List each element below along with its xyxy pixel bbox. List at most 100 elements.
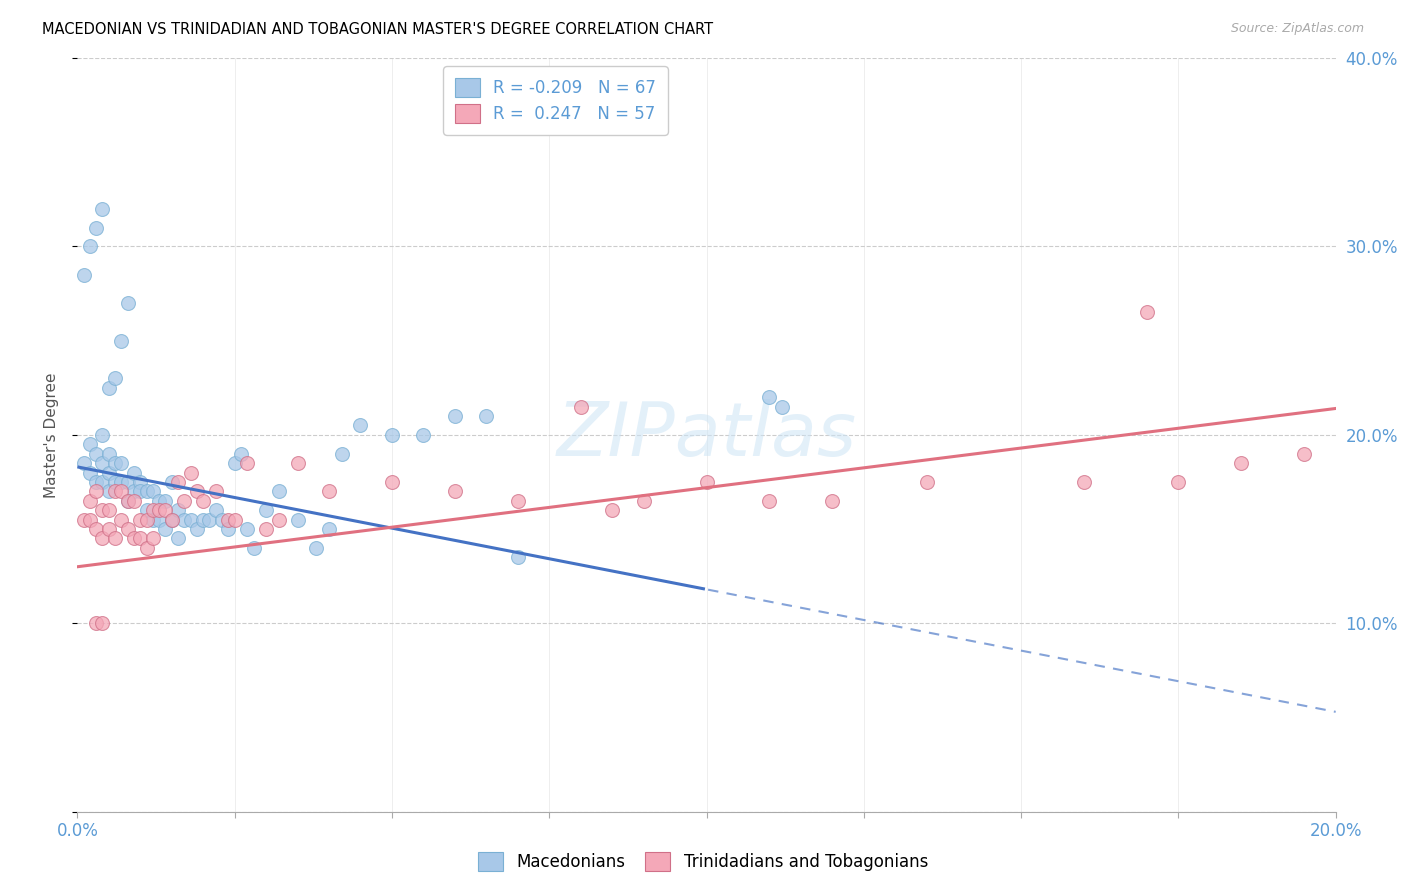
- Point: [117, 296, 139, 310]
- Point: [84, 616, 107, 631]
- Point: [129, 475, 152, 489]
- Point: [91, 503, 114, 517]
- Point: [155, 493, 177, 508]
- Point: [135, 484, 157, 499]
- Point: [186, 522, 208, 536]
- Point: [444, 409, 467, 423]
- Point: [217, 522, 239, 536]
- Point: [444, 484, 467, 499]
- Point: [211, 513, 233, 527]
- Point: [167, 503, 190, 517]
- Point: [129, 532, 152, 546]
- Point: [1167, 475, 1189, 489]
- Point: [254, 522, 277, 536]
- Point: [180, 513, 202, 527]
- Point: [696, 475, 718, 489]
- Point: [186, 484, 208, 499]
- Point: [91, 202, 114, 216]
- Point: [155, 503, 177, 517]
- Point: [758, 390, 780, 404]
- Legend: Macedonians, Trinidadians and Tobagonians: Macedonians, Trinidadians and Tobagonian…: [470, 843, 936, 880]
- Point: [349, 418, 371, 433]
- Point: [204, 503, 226, 517]
- Point: [129, 513, 152, 527]
- Point: [180, 466, 202, 480]
- Point: [506, 493, 529, 508]
- Point: [381, 428, 404, 442]
- Point: [72, 513, 94, 527]
- Point: [155, 522, 177, 536]
- Point: [110, 475, 132, 489]
- Point: [758, 493, 780, 508]
- Point: [122, 484, 145, 499]
- Point: [122, 466, 145, 480]
- Point: [224, 456, 246, 470]
- Point: [117, 475, 139, 489]
- Point: [633, 493, 655, 508]
- Point: [160, 513, 183, 527]
- Point: [173, 513, 195, 527]
- Point: [305, 541, 328, 555]
- Point: [148, 493, 170, 508]
- Point: [84, 220, 107, 235]
- Point: [84, 484, 107, 499]
- Point: [236, 456, 259, 470]
- Point: [129, 484, 152, 499]
- Point: [224, 513, 246, 527]
- Point: [821, 493, 844, 508]
- Point: [79, 239, 101, 253]
- Point: [110, 456, 132, 470]
- Point: [242, 541, 264, 555]
- Point: [117, 493, 139, 508]
- Point: [600, 503, 623, 517]
- Point: [135, 503, 157, 517]
- Point: [110, 513, 132, 527]
- Legend: R = -0.209   N = 67, R =  0.247   N = 57: R = -0.209 N = 67, R = 0.247 N = 57: [443, 66, 668, 135]
- Point: [79, 493, 101, 508]
- Point: [97, 466, 120, 480]
- Point: [72, 456, 94, 470]
- Point: [569, 400, 592, 414]
- Point: [104, 456, 127, 470]
- Point: [770, 400, 793, 414]
- Point: [97, 522, 120, 536]
- Point: [97, 503, 120, 517]
- Point: [117, 522, 139, 536]
- Y-axis label: Master's Degree: Master's Degree: [44, 372, 59, 498]
- Point: [148, 503, 170, 517]
- Point: [267, 513, 290, 527]
- Text: MACEDONIAN VS TRINIDADIAN AND TOBAGONIAN MASTER'S DEGREE CORRELATION CHART: MACEDONIAN VS TRINIDADIAN AND TOBAGONIAN…: [42, 22, 713, 37]
- Point: [84, 522, 107, 536]
- Point: [204, 484, 226, 499]
- Point: [122, 532, 145, 546]
- Point: [506, 550, 529, 565]
- Point: [330, 447, 353, 461]
- Point: [135, 541, 157, 555]
- Point: [97, 447, 120, 461]
- Point: [381, 475, 404, 489]
- Point: [142, 484, 165, 499]
- Point: [110, 484, 132, 499]
- Text: Source: ZipAtlas.com: Source: ZipAtlas.com: [1230, 22, 1364, 36]
- Point: [167, 532, 190, 546]
- Point: [148, 513, 170, 527]
- Point: [1073, 475, 1095, 489]
- Point: [104, 532, 127, 546]
- Point: [318, 484, 340, 499]
- Point: [142, 532, 165, 546]
- Point: [142, 513, 165, 527]
- Point: [160, 513, 183, 527]
- Point: [135, 513, 157, 527]
- Point: [91, 616, 114, 631]
- Point: [198, 513, 221, 527]
- Point: [104, 371, 127, 385]
- Point: [173, 493, 195, 508]
- Point: [97, 381, 120, 395]
- Point: [229, 447, 252, 461]
- Point: [318, 522, 340, 536]
- Point: [915, 475, 938, 489]
- Point: [167, 475, 190, 489]
- Point: [475, 409, 498, 423]
- Point: [1230, 456, 1253, 470]
- Point: [1136, 305, 1159, 319]
